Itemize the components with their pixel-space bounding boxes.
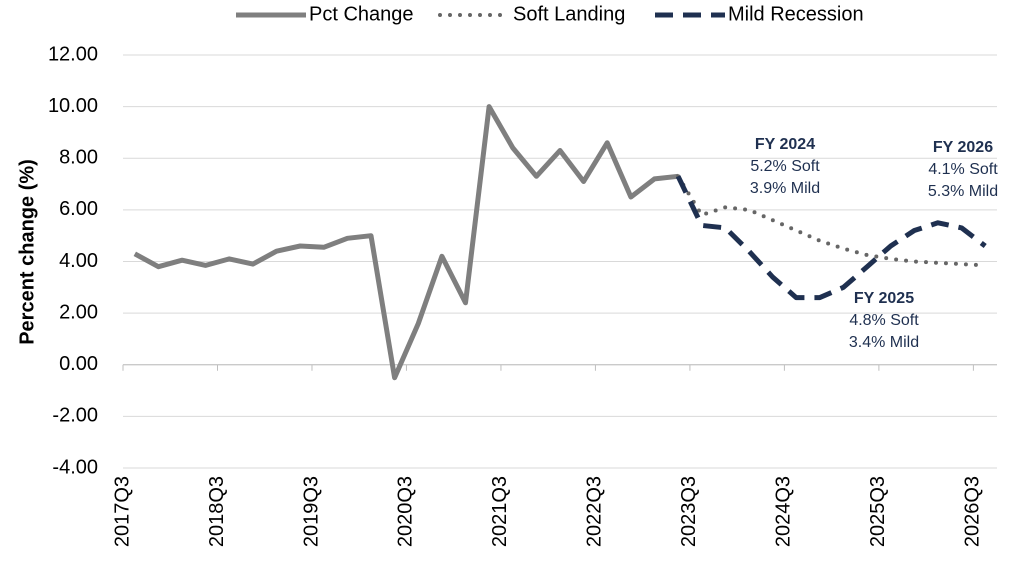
legend-label: Pct Change — [309, 3, 414, 25]
x-tick-label: 2026Q3 — [962, 476, 984, 547]
legend-label: Mild Recession — [728, 3, 864, 25]
series-line — [675, 175, 987, 301]
legend-label: Soft Landing — [513, 3, 625, 25]
annotation-title: FY 2025 — [854, 290, 914, 307]
y-tick-label: 2.00 — [59, 301, 98, 323]
y-tick-label: -2.00 — [52, 405, 98, 427]
y-tick-label: 4.00 — [59, 250, 98, 272]
annotation-text: 3.4% Mild — [849, 334, 919, 351]
y-tick-label: 0.00 — [59, 353, 98, 375]
y-tick-label: 8.00 — [59, 147, 98, 169]
x-tick-label: 2025Q3 — [867, 476, 889, 547]
annotation-title: FY 2024 — [755, 136, 815, 153]
y-tick-label: -4.00 — [52, 456, 98, 478]
annotation-text: 5.2% Soft — [750, 158, 820, 175]
x-tick-label: 2021Q3 — [489, 476, 511, 547]
y-tick-label: 12.00 — [48, 43, 98, 65]
series-line — [676, 174, 988, 268]
x-tick-label: 2020Q3 — [395, 476, 417, 547]
x-tick-label: 2024Q3 — [773, 476, 795, 547]
annotation-title: FY 2026 — [933, 139, 993, 156]
annotation-text: 5.3% Mild — [928, 183, 998, 200]
y-tick-label: 6.00 — [59, 198, 98, 220]
y-tick-label: 10.00 — [48, 95, 98, 117]
series-line — [133, 104, 679, 381]
annotation-text: 3.9% Mild — [750, 180, 820, 197]
x-tick-label: 2022Q3 — [584, 476, 606, 547]
y-axis-label: Percent change (%) — [16, 159, 38, 345]
x-tick-label: 2017Q3 — [111, 476, 133, 547]
x-tick-label: 2018Q3 — [206, 476, 228, 547]
x-tick-label: 2019Q3 — [300, 476, 322, 547]
x-tick-label: 2023Q3 — [678, 476, 700, 547]
annotation-text: 4.1% Soft — [928, 161, 998, 178]
annotation-text: 4.8% Soft — [849, 312, 919, 329]
